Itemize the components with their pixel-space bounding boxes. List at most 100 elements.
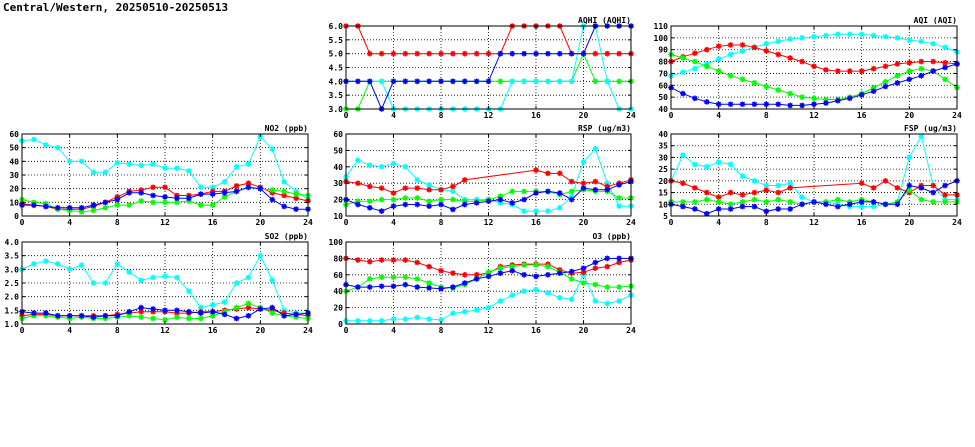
- chart-title: NO2 (ppb): [265, 124, 308, 133]
- data-point: [269, 187, 276, 193]
- data-point: [221, 194, 228, 200]
- series-red: [668, 42, 960, 74]
- data-point: [66, 313, 73, 319]
- x-tick-label: 0: [669, 111, 674, 120]
- data-point: [918, 58, 925, 65]
- data-point: [692, 65, 698, 72]
- x-tick-label: 20: [256, 218, 266, 227]
- data-point: [461, 78, 468, 85]
- data-point: [727, 161, 734, 168]
- data-point: [390, 190, 397, 196]
- data-point: [787, 185, 793, 191]
- data-point: [66, 205, 73, 211]
- data-point: [680, 69, 686, 76]
- data-point: [727, 206, 734, 212]
- data-point: [715, 68, 722, 74]
- chart-aqhi: 0 4 8 12 16 20 24 3.0 3.5 4.0 4.5 5.0 5.5 6.0 AQHI (AQ…: [329, 16, 636, 120]
- data-point: [616, 78, 622, 85]
- x-tick-label: 8: [115, 326, 120, 335]
- data-point: [461, 308, 468, 315]
- data-point: [355, 201, 361, 208]
- data-point: [942, 199, 948, 205]
- data-point: [942, 182, 948, 189]
- data-point: [54, 261, 61, 267]
- chart-o3: 0 4 8 12 16 20 24 0 20 40 60 80 100 O3 (ppb): [329, 232, 636, 335]
- data-point: [438, 267, 444, 274]
- data-point: [739, 199, 746, 205]
- data-point: [775, 38, 782, 45]
- data-point: [162, 194, 168, 200]
- y-tick-label: 20: [658, 177, 668, 186]
- data-point: [930, 68, 936, 74]
- data-point: [604, 180, 611, 186]
- data-point: [281, 203, 287, 210]
- data-point: [438, 50, 444, 57]
- data-point: [616, 50, 622, 57]
- x-tick-label: 16: [531, 111, 541, 120]
- data-point: [592, 78, 599, 85]
- data-point: [521, 262, 527, 268]
- data-point: [473, 276, 480, 282]
- y-tick-label: 110: [654, 22, 669, 31]
- data-point: [521, 196, 527, 203]
- x-tick-label: 24: [952, 111, 962, 120]
- data-point: [568, 196, 575, 203]
- data-point: [281, 313, 287, 319]
- data-point: [414, 50, 421, 57]
- y-tick-label: 15: [658, 189, 668, 198]
- y-tick-label: 50: [9, 144, 19, 153]
- chart-title: AQHI (AQHI): [578, 16, 631, 25]
- x-tick-label: 8: [439, 218, 444, 227]
- data-point: [823, 67, 829, 73]
- x-tick-label: 16: [857, 218, 867, 227]
- y-tick-label: 60: [333, 130, 343, 139]
- data-point: [751, 80, 758, 86]
- data-point: [114, 261, 121, 267]
- x-tick-label: 8: [439, 111, 444, 120]
- y-tick-label: 10: [658, 200, 668, 209]
- data-point: [450, 183, 456, 190]
- data-point: [233, 304, 240, 311]
- data-point: [763, 48, 770, 54]
- data-point: [174, 307, 180, 314]
- y-tick-label: 40: [658, 130, 668, 139]
- data-point: [942, 192, 948, 198]
- data-point: [680, 55, 686, 61]
- x-tick-label: 24: [626, 111, 636, 120]
- data-point: [497, 200, 504, 206]
- data-point: [126, 308, 133, 315]
- data-point: [715, 206, 722, 212]
- data-point: [366, 258, 373, 265]
- data-point: [811, 101, 817, 108]
- data-point: [66, 266, 73, 273]
- data-point: [545, 263, 551, 270]
- data-point: [197, 191, 204, 197]
- y-tick-label: 3.0: [329, 105, 344, 114]
- data-point: [126, 202, 133, 208]
- data-point: [846, 31, 853, 38]
- data-point: [616, 284, 622, 290]
- data-point: [438, 186, 444, 193]
- data-point: [592, 178, 599, 185]
- x-tick-label: 20: [905, 111, 915, 120]
- data-point: [604, 50, 611, 57]
- y-tick-label: 10: [333, 212, 343, 221]
- chart-no2: 0 4 8 12 16 20 24 0 10 20 30 40 50 60 NO2 (ppb): [9, 124, 313, 227]
- data-point: [775, 51, 782, 58]
- data-point: [894, 73, 901, 79]
- x-tick-label: 0: [20, 326, 25, 335]
- data-point: [858, 91, 865, 98]
- data-point: [43, 203, 49, 210]
- data-point: [692, 185, 698, 191]
- x-tick-label: 8: [764, 111, 769, 120]
- y-tick-label: 60: [333, 271, 343, 280]
- data-point: [281, 179, 287, 185]
- data-point: [355, 78, 361, 85]
- chart-title: SO2 (ppb): [265, 232, 308, 241]
- data-point: [509, 78, 516, 85]
- y-tick-label: 1.0: [5, 320, 20, 329]
- data-point: [221, 311, 228, 318]
- data-point: [715, 101, 722, 108]
- data-point: [703, 63, 710, 70]
- data-point: [54, 144, 61, 151]
